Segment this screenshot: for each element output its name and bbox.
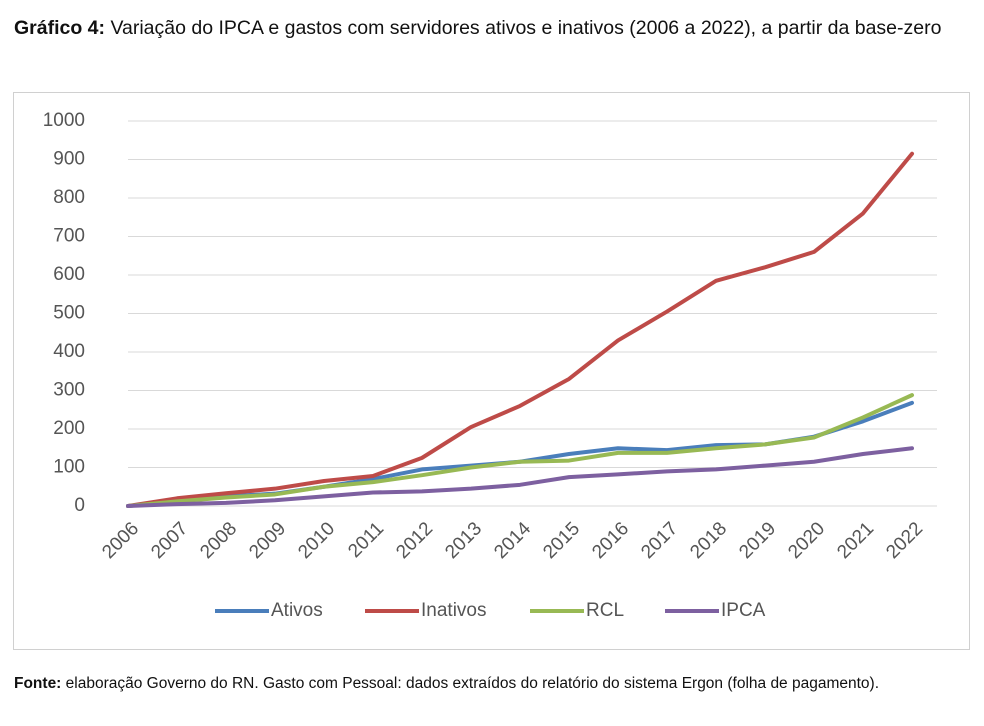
y-tick-label: 800 (53, 187, 85, 208)
source-label: Fonte: (14, 675, 62, 692)
y-tick-label: 200 (53, 418, 85, 439)
line-series (126, 393, 914, 508)
legend-label: IPCA (721, 600, 766, 621)
chart-frame (13, 92, 970, 650)
y-tick-label: 700 (53, 226, 85, 247)
y-tick-label: 100 (53, 457, 85, 478)
legend-label: RCL (586, 600, 624, 621)
y-tick-label: 0 (74, 495, 85, 516)
y-tick-label: 1000 (43, 110, 85, 131)
y-tick-label: 900 (53, 149, 85, 170)
y-tick-label: 500 (53, 303, 85, 324)
source-text: elaboração Governo do RN. Gasto com Pess… (65, 675, 880, 692)
legend-label: Inativos (421, 600, 486, 621)
line-series (126, 446, 914, 508)
y-tick-label: 300 (53, 380, 85, 401)
source-note: Fonte: elaboração Governo do RN. Gasto c… (14, 672, 964, 696)
y-tick-label: 600 (53, 264, 85, 285)
title-label: Gráfico 4: (14, 17, 106, 39)
title-text: Variação do IPCA e gastos com servidores… (110, 17, 942, 39)
y-tick-label: 400 (53, 341, 85, 362)
legend-label: Ativos (271, 600, 323, 621)
figure-title: Gráfico 4: Variação do IPCA e gastos com… (14, 12, 979, 45)
line-series (126, 151, 914, 508)
